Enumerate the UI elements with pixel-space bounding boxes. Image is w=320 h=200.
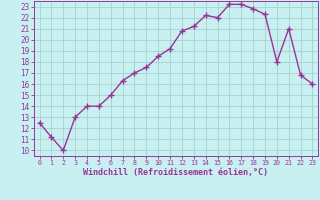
X-axis label: Windchill (Refroidissement éolien,°C): Windchill (Refroidissement éolien,°C)	[84, 168, 268, 177]
